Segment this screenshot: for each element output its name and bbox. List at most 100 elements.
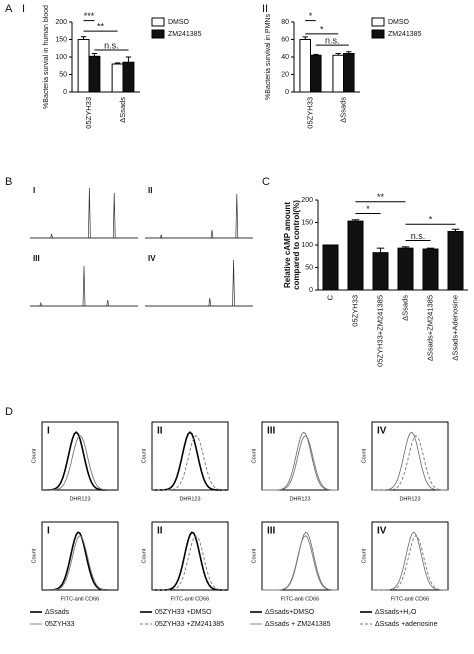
chromatogram-trace: [145, 259, 253, 307]
histogram-frame: [41, 521, 119, 591]
histogram-curve: [152, 431, 228, 491]
flow-y-label: Count: [361, 548, 367, 563]
significance-label: n.s.: [104, 40, 119, 50]
y-tick-label: 0: [63, 89, 67, 96]
flow-panel-label: I: [47, 526, 50, 537]
legend-swatch: [371, 17, 385, 27]
x-tick-label: 05ZYH33: [305, 97, 314, 129]
histogram-curve: [42, 434, 118, 491]
significance-label: *: [366, 204, 370, 214]
flow-panel-label: II: [157, 526, 163, 537]
bar: [332, 54, 345, 93]
histogram-curve: [262, 435, 338, 491]
legend-swatch: [151, 17, 165, 27]
y-axis-label: Relative cAMP amount: [283, 202, 292, 288]
chrom-label: III: [33, 254, 40, 263]
histogram-curve: [372, 535, 448, 591]
panel-letter: D: [5, 406, 13, 418]
x-tick-label: ΔSsads+Adenosine: [450, 295, 459, 361]
bar: [299, 39, 312, 93]
panel-letter: C: [262, 176, 270, 188]
legend-label: DMSO: [168, 19, 190, 26]
bar: [77, 39, 90, 93]
flow-panel-label: IV: [377, 526, 387, 537]
panel-letter: A: [5, 3, 13, 15]
flow-y-label: Count: [251, 448, 257, 463]
chromatogram-trace: [145, 193, 253, 239]
flow-legend-label: ΔSsads+DMSO: [265, 609, 315, 616]
significance-label: **: [97, 21, 105, 31]
histogram-frame: [151, 521, 229, 591]
error-bar: [376, 247, 385, 253]
flow-panel-label: IV: [377, 426, 387, 437]
y-tick-label: 0: [285, 89, 289, 96]
flow-legend-label: ΔSsads: [45, 609, 70, 616]
flow-panel-label: III: [267, 426, 276, 437]
histogram-curve: [152, 535, 228, 591]
y-tick-label: 50: [59, 71, 67, 78]
bar: [322, 244, 339, 291]
histogram-curve: [372, 435, 448, 491]
panel-label: I: [22, 3, 25, 15]
bar: [422, 248, 439, 291]
significance-label: *: [309, 11, 313, 21]
bar: [111, 63, 124, 93]
flow-y-label: Count: [361, 448, 367, 463]
histogram-frame: [261, 421, 339, 491]
histogram-frame: [371, 521, 449, 591]
error-bar: [114, 62, 121, 64]
bar: [447, 231, 464, 291]
flow-y-label: Count: [31, 448, 37, 463]
y-tick-label: 60: [281, 36, 289, 43]
flow-y-label: Count: [31, 548, 37, 563]
flow-panel-label: I: [47, 426, 50, 437]
histogram-curve: [262, 431, 338, 491]
flow-panel-label: III: [267, 526, 276, 537]
flow-x-label: DHR123: [399, 496, 420, 502]
histogram-frame: [371, 421, 449, 491]
flow-x-label: FITC-anti CD66: [281, 596, 320, 602]
flow-x-label: DHR123: [69, 496, 90, 502]
error-bar: [335, 53, 341, 56]
bar: [397, 247, 414, 291]
error-bar: [313, 53, 319, 56]
chromatogram-trace: [30, 265, 138, 307]
flow-y-label: Count: [141, 548, 147, 563]
panel-label: II: [262, 3, 268, 15]
histogram-curve: [262, 535, 338, 591]
flow-legend-label: ΔSsads + ZM241385: [265, 621, 331, 628]
flow-legend-label: ΔSsads+H₂O: [375, 609, 417, 616]
bar: [343, 53, 355, 93]
bar: [372, 252, 389, 291]
y-tick-label: 80: [281, 19, 289, 26]
significance-label: *: [320, 24, 324, 34]
significance-label: **: [377, 192, 385, 202]
legend-label: ZM241385: [388, 31, 422, 38]
error-bar: [80, 36, 87, 40]
flow-x-label: FITC-anti CD66: [171, 596, 210, 602]
error-bar: [451, 228, 460, 232]
flow-x-label: FITC-anti CD66: [61, 596, 100, 602]
histogram-frame: [41, 421, 119, 491]
significance-label: n.s.: [411, 231, 426, 241]
error-bar: [302, 36, 308, 40]
histogram-curve: [42, 531, 118, 591]
error-bar: [91, 53, 98, 57]
legend-label: ZM241385: [168, 31, 202, 38]
panel-letter: B: [5, 176, 12, 188]
histogram-curve: [152, 531, 228, 591]
flow-legend-label: 05ZYH33 +DMSO: [155, 609, 212, 616]
bar: [310, 54, 322, 93]
x-tick-label: 05ZYH33+ZM241385: [375, 295, 384, 367]
y-axis-label: %Bacteria survival in PMNs: [265, 14, 272, 100]
histogram-curve: [262, 531, 338, 591]
x-tick-label: ΔSsads: [118, 97, 127, 123]
significance-label: ***: [84, 11, 95, 21]
bar: [122, 61, 135, 93]
flow-panel-label: II: [157, 426, 163, 437]
x-tick-label: ΔSsads+ZM241385: [425, 295, 434, 361]
histogram-curve: [372, 531, 448, 591]
flow-x-label: DHR123: [289, 496, 310, 502]
significance-label: n.s.: [325, 35, 340, 45]
